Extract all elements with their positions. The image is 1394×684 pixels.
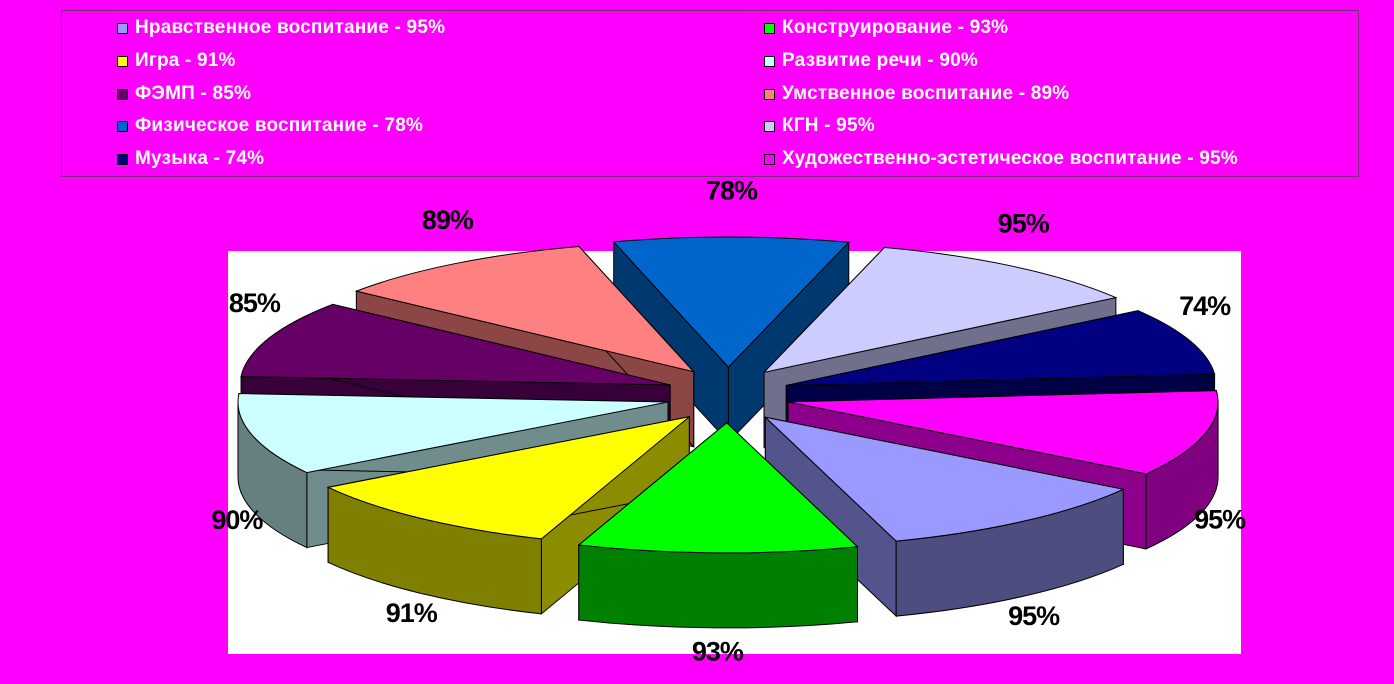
legend-label: Нравственное воспитание - 95%	[135, 17, 446, 38]
legend-label: КГН - 95%	[782, 115, 875, 136]
legend-label: Игра - 91%	[135, 50, 236, 71]
slice-moral-education	[763, 416, 1125, 618]
legend-swatch	[117, 22, 128, 34]
slice-top-face	[787, 390, 1219, 475]
legend-swatch	[764, 88, 775, 100]
data-label: 95%	[998, 208, 1050, 238]
legend-swatch	[117, 120, 128, 132]
legend-swatch	[764, 120, 775, 132]
slice-top-face	[762, 246, 1118, 374]
slice-top-face	[240, 303, 671, 386]
legend-label: ФЭМП - 85%	[135, 83, 252, 104]
data-label: 91%	[386, 598, 438, 628]
slice-top-face	[612, 236, 850, 368]
slice-outer-wall	[578, 544, 859, 629]
legend-label: Музыка - 74%	[135, 148, 265, 169]
slice-top-face	[763, 416, 1125, 542]
legend-item: Игра - 91%	[117, 49, 236, 73]
data-label: 95%	[1194, 504, 1246, 534]
legend-item: ФЭМП - 85%	[117, 82, 251, 106]
legend-label: Физическое воспитание - 78%	[135, 115, 424, 136]
slice-top-face	[354, 245, 696, 373]
legend-item: Художественно-эстетическое воспитание - …	[764, 147, 1238, 171]
legend-swatch	[117, 88, 128, 100]
legend-item: Умственное воспитание - 89%	[764, 82, 1069, 106]
data-label: 93%	[692, 636, 744, 666]
legend-item: Развитие речи - 90%	[764, 49, 978, 73]
slice-physical-education	[612, 236, 850, 444]
legend-item: Конструирование - 93%	[764, 16, 1008, 40]
slice-top-face	[577, 422, 859, 554]
data-label: 95%	[1008, 601, 1060, 631]
data-label: 89%	[422, 205, 474, 235]
data-label: 78%	[706, 176, 758, 206]
data-label: 85%	[229, 288, 281, 318]
data-label: 90%	[211, 505, 263, 535]
legend-label: Конструирование - 93%	[782, 17, 1009, 38]
chart-legend: Нравственное воспитание - 95% Игра - 91%…	[61, 10, 1359, 177]
slice-top-face	[237, 393, 669, 474]
legend-swatch	[764, 153, 775, 165]
legend-swatch	[764, 22, 775, 34]
legend-item: Нравственное воспитание - 95%	[117, 16, 445, 40]
legend-item: Музыка - 74%	[117, 147, 264, 171]
legend-label: Развитие речи - 90%	[782, 50, 978, 71]
slice-construction	[577, 421, 859, 629]
slice-top-face	[786, 310, 1216, 386]
data-label: 74%	[1179, 291, 1231, 321]
legend-swatch	[764, 55, 775, 67]
legend-swatch	[117, 153, 128, 165]
legend-swatch	[117, 55, 128, 67]
legend-label: Художественно-эстетическое воспитание - …	[782, 148, 1238, 169]
legend-item: КГН - 95%	[764, 114, 875, 138]
legend-label: Умственное воспитание - 89%	[782, 83, 1070, 104]
slice-top-face	[326, 416, 690, 540]
legend-item: Физическое воспитание - 78%	[117, 114, 423, 138]
